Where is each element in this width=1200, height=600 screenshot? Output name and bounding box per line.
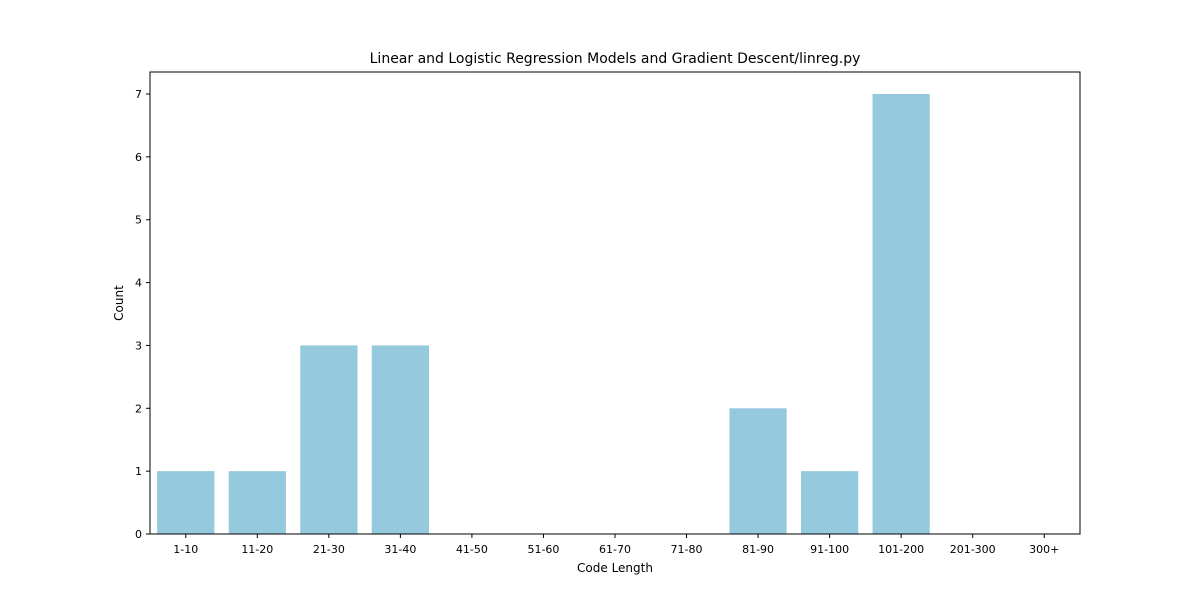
y-tick-label: 7 — [135, 88, 142, 101]
x-tick-label: 71-80 — [671, 543, 703, 556]
y-tick-label: 2 — [135, 402, 142, 415]
bar-31-40 — [372, 345, 429, 534]
y-tick-label: 3 — [135, 339, 142, 352]
x-tick-label: 300+ — [1029, 543, 1059, 556]
x-axis-label: Code Length — [577, 561, 653, 575]
x-tick-label: 1-10 — [173, 543, 198, 556]
bar-101-200 — [873, 94, 930, 534]
y-tick-label: 1 — [135, 465, 142, 478]
bar-11-20 — [229, 471, 286, 534]
x-tick-label: 11-20 — [241, 543, 273, 556]
x-tick-label: 61-70 — [599, 543, 631, 556]
y-tick-label: 0 — [135, 528, 142, 541]
x-tick-label: 201-300 — [950, 543, 996, 556]
x-tick-label: 21-30 — [313, 543, 345, 556]
bar-1-10 — [157, 471, 214, 534]
x-tick-label: 41-50 — [456, 543, 488, 556]
chart-title: Linear and Logistic Regression Models an… — [370, 51, 861, 67]
x-tick-label: 51-60 — [527, 543, 559, 556]
x-tick-label: 81-90 — [742, 543, 774, 556]
x-tick-label: 101-200 — [878, 543, 924, 556]
y-tick-label: 5 — [135, 214, 142, 227]
bar-21-30 — [300, 345, 357, 534]
y-axis-label: Count — [112, 285, 126, 321]
y-tick-label: 6 — [135, 151, 142, 164]
bar-91-100 — [801, 471, 858, 534]
x-tick-label: 31-40 — [384, 543, 416, 556]
x-tick-label: 91-100 — [810, 543, 849, 556]
bar-81-90 — [729, 408, 786, 534]
y-tick-label: 4 — [135, 277, 142, 290]
